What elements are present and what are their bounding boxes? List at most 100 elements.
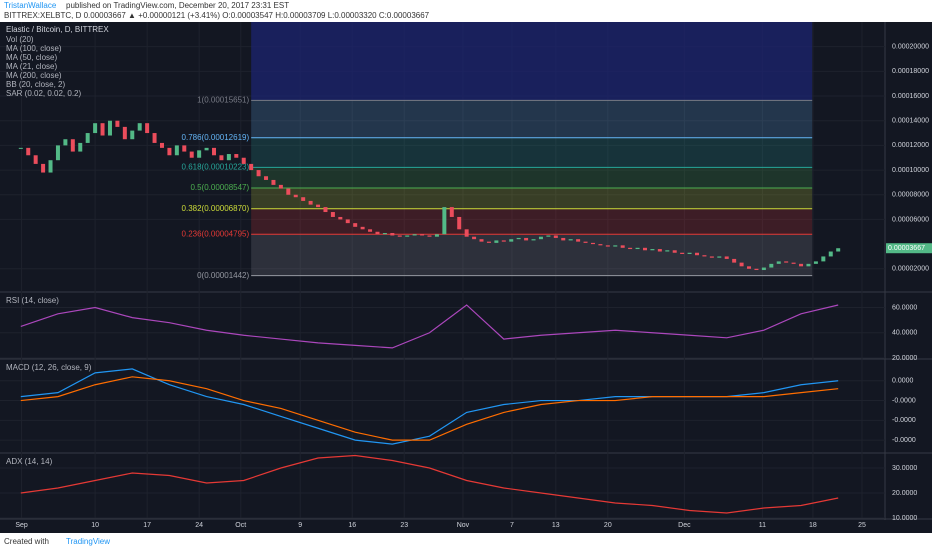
- fib-zone: [251, 167, 813, 189]
- candle: [152, 133, 157, 143]
- candle: [219, 155, 224, 161]
- candle: [449, 207, 454, 217]
- candle: [836, 248, 841, 252]
- x-tick-label: 23: [400, 522, 408, 529]
- candle: [598, 244, 603, 246]
- candle: [687, 252, 692, 254]
- candle: [189, 151, 194, 158]
- indicator-legend: MA (21, close): [6, 62, 57, 71]
- candle: [70, 139, 75, 152]
- candle: [107, 120, 112, 136]
- candle: [657, 249, 662, 252]
- candle: [695, 252, 700, 256]
- published: published on TradingView.com, December 2…: [66, 1, 289, 10]
- candle: [754, 268, 759, 271]
- candle: [486, 241, 491, 243]
- candle: [368, 229, 373, 232]
- candle: [828, 251, 833, 257]
- candle: [516, 237, 521, 240]
- y-tick-label: 40.0000: [892, 330, 917, 337]
- candle: [137, 123, 142, 131]
- indicator-legend: MA (200, close): [6, 71, 62, 80]
- author-link[interactable]: TristanWallace: [4, 1, 57, 10]
- candle: [353, 223, 358, 227]
- candle: [709, 256, 714, 258]
- candle: [182, 145, 187, 152]
- candle: [382, 233, 387, 235]
- candle: [33, 155, 38, 164]
- candle: [494, 240, 499, 243]
- candle: [442, 207, 447, 235]
- candle: [821, 256, 826, 262]
- candle: [234, 154, 239, 158]
- indicator-legend: Vol (20): [6, 35, 34, 44]
- candle: [769, 263, 774, 268]
- y-tick-label: -0.0000: [892, 397, 916, 404]
- candle: [553, 235, 558, 238]
- y-tick-label: 0.00012000: [892, 142, 929, 149]
- y-tick-label: -0.0000: [892, 437, 916, 444]
- footer-bar: [0, 533, 932, 550]
- panel-title: ADX (14, 14): [6, 457, 53, 466]
- x-tick-label: Nov: [457, 522, 470, 529]
- chart-bg: [0, 22, 932, 533]
- candle: [717, 256, 722, 258]
- y-tick-label: 20.0000: [892, 490, 917, 497]
- candle: [55, 145, 60, 161]
- fib-zone: [251, 234, 813, 276]
- candle: [18, 147, 23, 149]
- candle: [130, 130, 135, 140]
- candle: [271, 179, 276, 185]
- candle: [776, 261, 781, 264]
- indicator-legend: SAR (0.02, 0.02, 0.2): [6, 89, 81, 98]
- candle: [457, 216, 462, 230]
- candle: [159, 142, 164, 148]
- candle: [642, 247, 647, 251]
- candle: [26, 147, 31, 156]
- candle: [264, 176, 269, 180]
- brand-link[interactable]: TradingView: [66, 537, 110, 546]
- candle: [531, 239, 536, 241]
- candle: [665, 250, 670, 252]
- x-tick-label: Oct: [235, 522, 246, 529]
- candle: [464, 229, 469, 237]
- candle: [323, 207, 328, 213]
- candle: [561, 237, 566, 241]
- candle: [330, 212, 335, 217]
- candle: [360, 226, 365, 230]
- fib-zone: [251, 100, 813, 138]
- y-tick-label: 10.0000: [892, 515, 917, 522]
- fib-label: 1(0.00015651): [197, 95, 249, 104]
- candle: [680, 252, 685, 254]
- fib-label: 0.236(0.00004795): [182, 229, 250, 238]
- candle: [308, 200, 313, 205]
- candle: [672, 250, 677, 253]
- candle: [345, 219, 350, 224]
- y-tick-label: 20.0000: [892, 355, 917, 362]
- candle: [620, 245, 625, 248]
- last-price-box: [886, 243, 932, 254]
- candle: [204, 147, 209, 151]
- candle: [256, 170, 261, 177]
- candle: [799, 263, 804, 267]
- candle: [301, 197, 306, 201]
- candle: [732, 258, 737, 263]
- candle: [613, 245, 618, 247]
- candle: [197, 150, 202, 158]
- x-tick-label: Dec: [678, 522, 691, 529]
- x-tick-label: 9: [298, 522, 302, 529]
- candle: [420, 234, 425, 236]
- last-price-label: 0.00003667: [888, 245, 925, 252]
- candle: [397, 235, 402, 237]
- x-tick-label: 13: [552, 522, 560, 529]
- y-tick-label: -0.0000: [892, 417, 916, 424]
- y-tick-label: 0.00020000: [892, 44, 929, 51]
- x-tick-label: 7: [510, 522, 514, 529]
- candle: [576, 239, 581, 242]
- candle: [472, 236, 477, 240]
- x-tick-label: 16: [348, 522, 356, 529]
- candle: [93, 123, 98, 134]
- candle: [286, 188, 291, 195]
- x-tick-label: 10: [91, 522, 99, 529]
